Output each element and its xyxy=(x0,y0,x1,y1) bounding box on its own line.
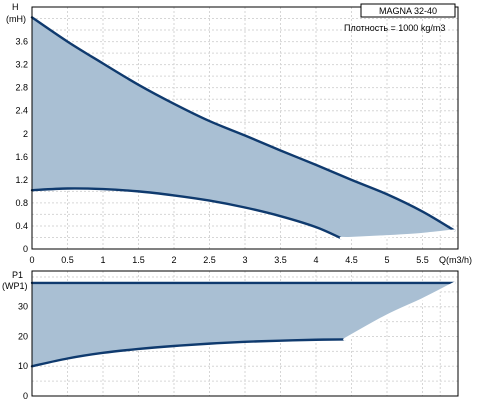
bottom-chart-envelope xyxy=(32,282,455,367)
model-label: MAGNA 32-40 xyxy=(379,6,437,16)
top-chart-frame xyxy=(31,6,459,250)
top-y-axis-unit: (mH) xyxy=(6,14,26,24)
power-envelope-edge xyxy=(343,281,456,341)
top-y-tick-label: 1.6 xyxy=(15,152,28,162)
bottom-chart-curves xyxy=(30,281,456,368)
x-axis-title: Q(m3/h) xyxy=(439,255,472,265)
top-y-tick-label: 2 xyxy=(23,129,28,139)
top-y-tick-label: 3.2 xyxy=(15,60,28,70)
top-y-tick-label: 3.6 xyxy=(15,37,28,47)
top-y-tick-label: 1.2 xyxy=(15,175,28,185)
top-y-tick-label: 0.4 xyxy=(15,221,28,231)
bottom-chart-frame xyxy=(31,270,459,397)
top-y-tick-label: 2.4 xyxy=(15,106,28,116)
top-chart-x-ticks: 0 0.5 1 1.5 2 2.5 3 3.5 4 4.5 5 5.5 xyxy=(29,255,428,265)
top-envelope-fill xyxy=(32,17,455,239)
max-curve-line xyxy=(30,16,456,232)
min-curve-tail-line xyxy=(339,229,456,240)
bottom-y-axis-title: P1 xyxy=(12,270,23,280)
density-label: Плотность = 1000 kg/m3 xyxy=(344,23,445,33)
x-tick-label: 3 xyxy=(242,255,247,265)
x-tick-label: 2 xyxy=(171,255,176,265)
x-tick-label: 1 xyxy=(100,255,105,265)
bottom-y-tick-label: 10 xyxy=(18,361,28,371)
x-tick-label: 0.5 xyxy=(61,255,74,265)
x-tick-label: 4 xyxy=(313,255,318,265)
x-tick-label: 3.5 xyxy=(274,255,287,265)
x-tick-label: 4.5 xyxy=(345,255,358,265)
x-tick-label: 2.5 xyxy=(203,255,216,265)
bottom-y-tick-label: 30 xyxy=(18,302,28,312)
bottom-y-tick-label: 20 xyxy=(18,331,28,341)
bottom-y-axis-unit: (WP1) xyxy=(2,281,28,291)
top-chart-y-ticks: 0 0.4 0.8 1.2 1.6 2 2.4 2.8 3.2 3.6 xyxy=(15,37,28,254)
x-tick-label: 5.5 xyxy=(416,255,429,265)
top-y-tick-label: 0.8 xyxy=(15,198,28,208)
x-tick-label: 5 xyxy=(384,255,389,265)
top-chart-curves xyxy=(30,16,456,240)
min-curve-line xyxy=(30,187,343,240)
bottom-y-tick-label: 0 xyxy=(23,391,28,400)
x-tick-label: 1.5 xyxy=(132,255,145,265)
top-chart-envelope xyxy=(32,17,455,239)
top-y-axis-title: H xyxy=(12,2,19,12)
model-label-box xyxy=(360,3,456,18)
bottom-chart-y-ticks: 0 10 20 30 xyxy=(18,302,28,400)
x-tick-label: 0 xyxy=(29,255,34,265)
bottom-envelope-fill xyxy=(32,282,455,367)
top-y-tick-label: 0 xyxy=(23,244,28,254)
top-y-tick-label: 2.8 xyxy=(15,83,28,93)
min-power-line xyxy=(30,338,346,368)
